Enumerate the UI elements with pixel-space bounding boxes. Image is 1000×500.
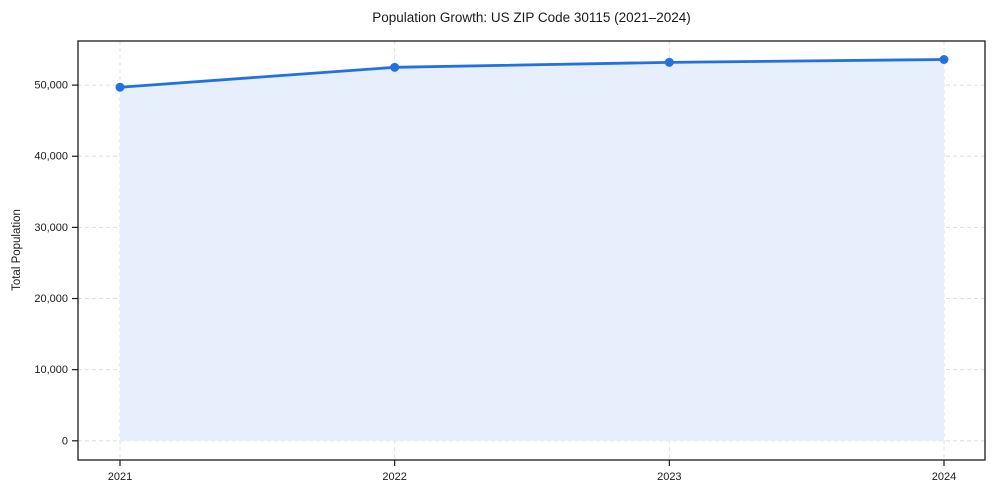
y-tick-label: 10,000 [34, 364, 68, 376]
y-tick-label: 50,000 [34, 80, 68, 92]
y-tick-label: 20,000 [34, 293, 68, 305]
x-tick-label: 2023 [657, 471, 681, 483]
data-point-marker [939, 54, 949, 64]
x-tick-label: 2024 [932, 471, 956, 483]
data-point-marker [664, 57, 674, 67]
plot-border [77, 40, 986, 461]
chart-title: Population Growth: US ZIP Code 30115 (20… [372, 10, 691, 25]
x-tick-label: 2022 [382, 471, 406, 483]
area-fill [120, 59, 944, 441]
data-point-marker [390, 62, 400, 72]
trend-line [118, 58, 946, 89]
y-tick-label: 30,000 [34, 222, 68, 234]
y-tick-label: 40,000 [34, 151, 68, 163]
data-point-marker [115, 82, 125, 92]
x-tick-label: 2021 [108, 471, 132, 483]
y-tick-label: 0 [62, 435, 68, 447]
